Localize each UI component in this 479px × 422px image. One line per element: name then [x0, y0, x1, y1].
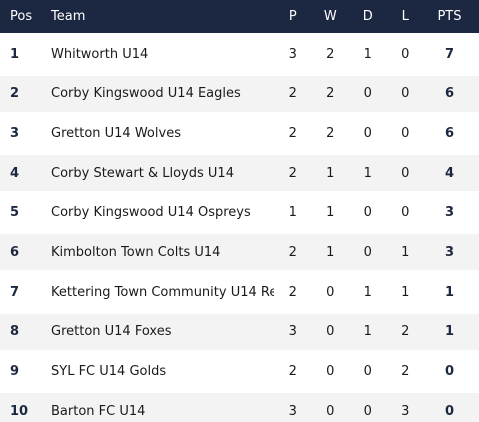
table-row[interactable]: 9 SYL FC U14 Golds 2 0 0 2 0 — [0, 353, 479, 390]
row-position: 5 — [10, 205, 20, 221]
row-won: 0 — [326, 364, 335, 379]
row-position: 7 — [10, 284, 20, 300]
row-points: 3 — [444, 205, 455, 221]
table-body: 1 Whitworth U14 3 2 1 0 7 2 Corby Kingswood U14 … — [0, 36, 479, 422]
row-won: 1 — [326, 244, 335, 260]
row-drawn: 1 — [363, 284, 372, 300]
row-lost: 0 — [401, 125, 410, 141]
table-header: Pos Team P W D L PTS — [0, 0, 479, 33]
row-played: 2 — [288, 284, 297, 300]
row-points: 6 — [444, 86, 455, 102]
row-team-name[interactable]: Kettering Town Community U14 Red — [51, 284, 274, 300]
row-played: 3 — [288, 403, 297, 419]
row-drawn: 1 — [363, 324, 372, 340]
table-row[interactable]: 8 Gretton U14 Foxes 3 0 1 2 1 — [0, 313, 479, 350]
header-team[interactable]: Team — [51, 9, 86, 24]
row-drawn: 0 — [363, 205, 372, 221]
table-row[interactable]: 10 Barton FC U14 3 0 0 3 0 — [0, 393, 479, 422]
row-drawn: 0 — [363, 364, 372, 379]
row-won: 1 — [326, 165, 335, 181]
row-won: 0 — [326, 403, 335, 419]
header-drawn[interactable]: D — [362, 9, 373, 24]
row-points: 1 — [444, 284, 455, 300]
row-won: 0 — [326, 324, 335, 340]
row-played: 2 — [288, 86, 297, 102]
row-won: 2 — [326, 86, 335, 102]
table-row[interactable]: 5 Corby Kingswood U14 Ospreys 1 1 0 0 3 — [0, 194, 479, 231]
row-drawn: 1 — [363, 46, 372, 62]
row-position: 8 — [10, 324, 20, 340]
row-points: 4 — [444, 165, 455, 181]
table-row[interactable]: 7 Kettering Town Community U14 Red 2 0 1 1 1 — [0, 274, 479, 311]
row-points: 6 — [444, 125, 455, 141]
row-position: 9 — [10, 364, 20, 379]
table-row[interactable]: 3 Gretton U14 Wolves 2 2 0 0 6 — [0, 115, 479, 152]
row-played: 2 — [288, 244, 297, 260]
row-won: 2 — [326, 125, 335, 141]
row-team-name[interactable]: Whitworth U14 — [51, 46, 149, 62]
header-won[interactable]: W — [323, 9, 337, 24]
row-position: 6 — [10, 244, 20, 260]
row-points: 7 — [444, 46, 455, 62]
row-played: 2 — [288, 165, 297, 181]
header-played[interactable]: P — [288, 9, 297, 24]
row-won: 0 — [326, 284, 335, 300]
table-row[interactable]: 6 Kimbolton Town Colts U14 2 1 0 1 3 — [0, 234, 479, 271]
row-lost: 0 — [401, 165, 410, 181]
row-team-name[interactable]: Corby Kingswood U14 Ospreys — [51, 205, 251, 221]
row-played: 1 — [288, 205, 297, 221]
header-points[interactable]: PTS — [437, 9, 462, 24]
row-team-name[interactable]: Kimbolton Town Colts U14 — [51, 244, 221, 260]
row-played: 3 — [288, 46, 297, 62]
row-lost: 0 — [401, 205, 410, 221]
header-lost[interactable]: L — [401, 9, 409, 24]
header-pos[interactable]: Pos — [10, 9, 33, 24]
row-drawn: 1 — [363, 165, 372, 181]
row-position: 10 — [10, 403, 29, 419]
row-drawn: 0 — [363, 86, 372, 102]
table-row[interactable]: 1 Whitworth U14 3 2 1 0 7 — [0, 36, 479, 72]
row-won: 1 — [326, 205, 335, 221]
row-drawn: 0 — [363, 125, 372, 141]
row-lost: 0 — [401, 46, 410, 62]
table-row[interactable]: 2 Corby Kingswood U14 Eagles 2 2 0 0 6 — [0, 75, 479, 112]
row-team-name[interactable]: Gretton U14 Foxes — [51, 324, 172, 340]
row-points: 3 — [444, 244, 455, 260]
table-row[interactable]: 4 Corby Stewart & Lloyds U14 2 1 1 0 4 — [0, 155, 479, 192]
row-position: 3 — [10, 125, 20, 141]
row-team-name[interactable]: Corby Kingswood U14 Eagles — [51, 86, 241, 102]
row-team-name[interactable]: Barton FC U14 — [51, 403, 146, 419]
row-lost: 1 — [401, 284, 410, 300]
row-drawn: 0 — [363, 244, 372, 260]
row-drawn: 0 — [363, 403, 372, 419]
row-won: 2 — [326, 46, 335, 62]
row-points: 1 — [444, 324, 455, 340]
row-played: 3 — [288, 324, 297, 340]
row-lost: 2 — [401, 324, 410, 340]
row-points: 0 — [444, 403, 455, 419]
row-position: 4 — [10, 165, 20, 181]
row-lost: 3 — [401, 403, 410, 419]
row-team-name[interactable]: Gretton U14 Wolves — [51, 125, 181, 141]
row-lost: 2 — [401, 364, 410, 379]
row-points: 0 — [444, 364, 455, 379]
row-team-name[interactable]: SYL FC U14 Golds — [51, 364, 167, 379]
row-position: 1 — [10, 46, 20, 62]
row-played: 2 — [288, 125, 297, 141]
row-played: 2 — [288, 364, 297, 379]
row-lost: 0 — [401, 86, 410, 102]
row-position: 2 — [10, 86, 20, 102]
row-team-name[interactable]: Corby Stewart & Lloyds U14 — [51, 165, 234, 181]
row-lost: 1 — [401, 244, 410, 260]
